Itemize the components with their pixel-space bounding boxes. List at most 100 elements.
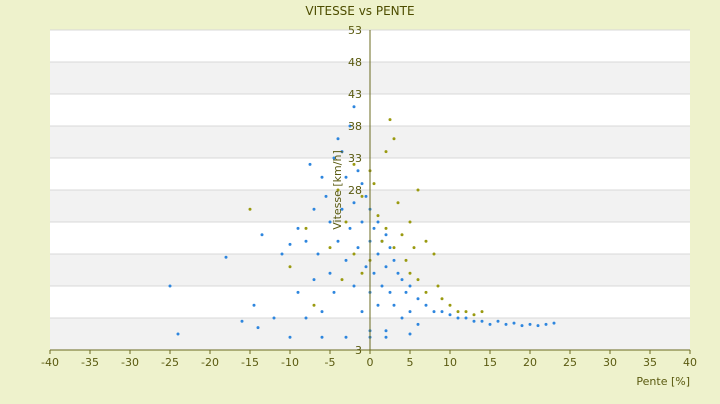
data-point	[376, 220, 380, 224]
x-tick-label: 30	[603, 356, 617, 369]
data-point	[400, 233, 404, 237]
x-tick-label: 40	[683, 356, 697, 369]
data-point	[332, 290, 336, 294]
x-tick-label: -5	[325, 356, 336, 369]
data-point	[344, 258, 348, 262]
data-point	[372, 271, 376, 275]
data-point	[436, 284, 440, 288]
data-point	[416, 188, 420, 192]
data-point	[396, 201, 400, 205]
data-point	[392, 303, 396, 307]
data-point	[464, 310, 468, 314]
data-point	[384, 233, 388, 237]
data-point	[416, 297, 420, 301]
data-point	[440, 297, 444, 301]
data-point	[536, 324, 540, 328]
data-point	[424, 290, 428, 294]
data-point	[544, 322, 548, 326]
data-point	[288, 335, 292, 339]
data-point	[388, 246, 392, 250]
x-tick-label: -30	[121, 356, 139, 369]
data-point	[360, 220, 364, 224]
data-point	[356, 169, 360, 173]
data-point	[224, 255, 228, 259]
data-point	[176, 332, 180, 336]
data-point	[336, 137, 340, 141]
data-point	[288, 242, 292, 246]
data-point	[328, 271, 332, 275]
data-point	[256, 326, 260, 330]
data-point	[272, 316, 276, 320]
data-point	[316, 252, 320, 256]
data-point	[324, 194, 328, 198]
axes: -40 -35 -30 -25 -20 -15 -10 -5 0 5 10 15 20 25 30 35 40 3…	[41, 24, 697, 369]
y-tick-label: 38	[348, 120, 362, 133]
data-point	[376, 303, 380, 307]
data-point	[352, 105, 356, 109]
data-point	[252, 303, 256, 307]
data-point	[384, 226, 388, 230]
data-point	[340, 278, 344, 282]
x-axis-label: Pente [%]	[636, 375, 690, 388]
data-point	[328, 246, 332, 250]
x-tick-label: 15	[483, 356, 497, 369]
data-point	[304, 226, 308, 230]
data-point	[352, 201, 356, 205]
data-point	[360, 271, 364, 275]
data-point	[480, 319, 484, 323]
data-point	[356, 246, 360, 250]
x-tick-label: -25	[161, 356, 179, 369]
data-point	[340, 150, 344, 154]
data-point	[372, 182, 376, 186]
data-point	[416, 322, 420, 326]
data-point	[376, 214, 380, 218]
data-point	[416, 278, 420, 282]
data-point	[400, 316, 404, 320]
x-tick-label: -10	[281, 356, 299, 369]
data-point	[320, 175, 324, 179]
data-point	[304, 239, 308, 243]
y-tick-label: 43	[348, 88, 362, 101]
data-point	[392, 258, 396, 262]
data-point	[320, 310, 324, 314]
series-layer	[168, 105, 556, 339]
data-point	[388, 290, 392, 294]
data-point	[312, 278, 316, 282]
data-point	[360, 310, 364, 314]
data-point	[280, 252, 284, 256]
data-point	[296, 290, 300, 294]
data-point	[408, 332, 412, 336]
y-tick-label: 48	[348, 56, 362, 69]
x-tick-label: -20	[201, 356, 219, 369]
data-point	[296, 226, 300, 230]
data-point	[288, 265, 292, 269]
data-point	[380, 284, 384, 288]
series-2	[248, 118, 484, 317]
y-tick-label: 3	[355, 344, 362, 357]
data-point	[512, 321, 516, 325]
data-point	[408, 310, 412, 314]
data-point	[504, 322, 508, 326]
data-point	[344, 175, 348, 179]
data-point	[312, 207, 316, 211]
x-tick-label: 35	[643, 356, 657, 369]
data-point	[400, 278, 404, 282]
data-point	[488, 322, 492, 326]
data-point	[352, 252, 356, 256]
x-tick-label: -15	[241, 356, 259, 369]
data-point	[456, 310, 460, 314]
data-point	[328, 220, 332, 224]
data-point	[348, 226, 352, 230]
data-point	[344, 220, 348, 224]
data-point	[392, 137, 396, 141]
data-point	[404, 258, 408, 262]
x-tick-label: 25	[563, 356, 577, 369]
data-point	[348, 124, 352, 128]
y-tick-label: 33	[348, 152, 362, 165]
x-tick-label: 20	[523, 356, 537, 369]
data-point	[360, 194, 364, 198]
x-tick-label: 5	[407, 356, 414, 369]
x-tick-label: -40	[41, 356, 59, 369]
